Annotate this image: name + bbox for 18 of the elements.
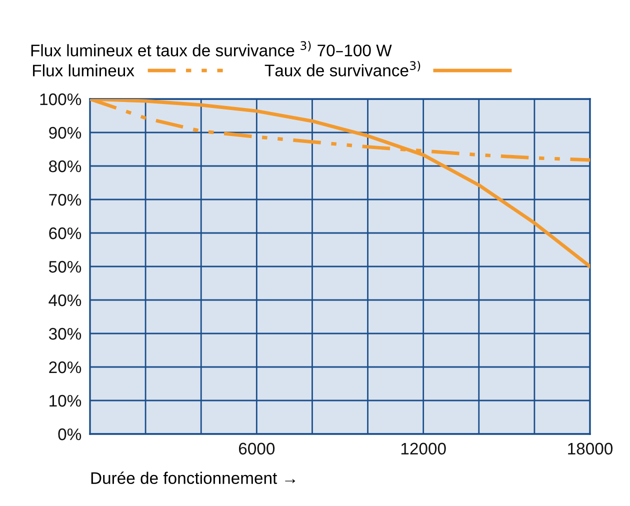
y-tick-label: 10% bbox=[50, 394, 82, 407]
y-tick-label: 100% bbox=[40, 93, 82, 106]
x-tick-label: 18000 bbox=[568, 442, 613, 455]
chart-title: Flux lumineux et taux de survivance $^{3)}$ 70–100 W bbox=[31, 40, 392, 56]
y-tick-label: 0% bbox=[58, 428, 82, 440]
x-tick-label: 12000 bbox=[401, 442, 446, 455]
y-tick-label: 30% bbox=[48, 328, 82, 340]
y-tick-label: 40% bbox=[48, 294, 82, 306]
legend-label: Flux lumineux bbox=[33, 64, 134, 76]
y-tick-label: 50% bbox=[48, 260, 82, 273]
y-tick-label: 20% bbox=[49, 361, 82, 374]
x-axis-title: Durée de fonctionnement → bbox=[91, 472, 296, 484]
y-tick-label: 90% bbox=[49, 126, 82, 139]
y-tick-label: 60% bbox=[49, 227, 82, 240]
y-tick-label: 70% bbox=[49, 194, 82, 206]
y-tick-label: 80% bbox=[49, 160, 82, 172]
x-tick-label: 6000 bbox=[238, 442, 275, 455]
legend-label: Taux de survivance$^{3)}$ bbox=[264, 60, 420, 76]
